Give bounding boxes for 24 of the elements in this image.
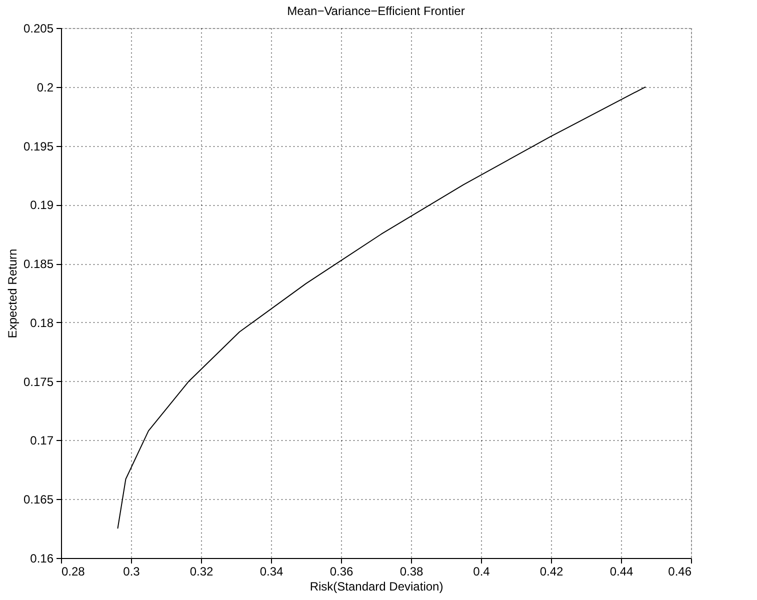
x-tick-label: 0.34 — [260, 564, 284, 578]
x-tick-label: 0.42 — [540, 564, 564, 578]
x-tick-label: 0.46 — [668, 564, 692, 578]
x-tick-label: 0.28 — [62, 564, 86, 578]
y-tick-label: 0.19 — [30, 198, 54, 212]
y-tick-label: 0.17 — [30, 434, 54, 448]
line-series — [117, 86, 646, 530]
y-tick-label: 0.165 — [23, 492, 54, 507]
x-tick-label: 0.4 — [473, 564, 490, 578]
y-tick-label: 0.175 — [23, 374, 54, 389]
x-tick-label: 0.38 — [400, 564, 424, 578]
y-tick-label: 0.16 — [30, 552, 54, 566]
x-tick-label: 0.44 — [610, 564, 634, 578]
y-tick-label: 0.195 — [23, 139, 54, 154]
chart-title: Mean−Variance−Efficient Frontier — [287, 4, 465, 18]
y-tick-label: 0.205 — [23, 22, 54, 36]
x-axis-title: Risk(Standard Deviation) — [310, 580, 444, 594]
y-tick-label: 0.185 — [23, 257, 54, 272]
y-axis-title: Expected Return — [5, 248, 20, 338]
x-tick-label: 0.36 — [330, 564, 354, 578]
y-tick-label: 0.2 — [36, 80, 54, 94]
y-tick-label: 0.18 — [30, 316, 54, 330]
x-tick-label: 0.3 — [123, 564, 140, 578]
x-tick-label: 0.32 — [190, 564, 214, 578]
